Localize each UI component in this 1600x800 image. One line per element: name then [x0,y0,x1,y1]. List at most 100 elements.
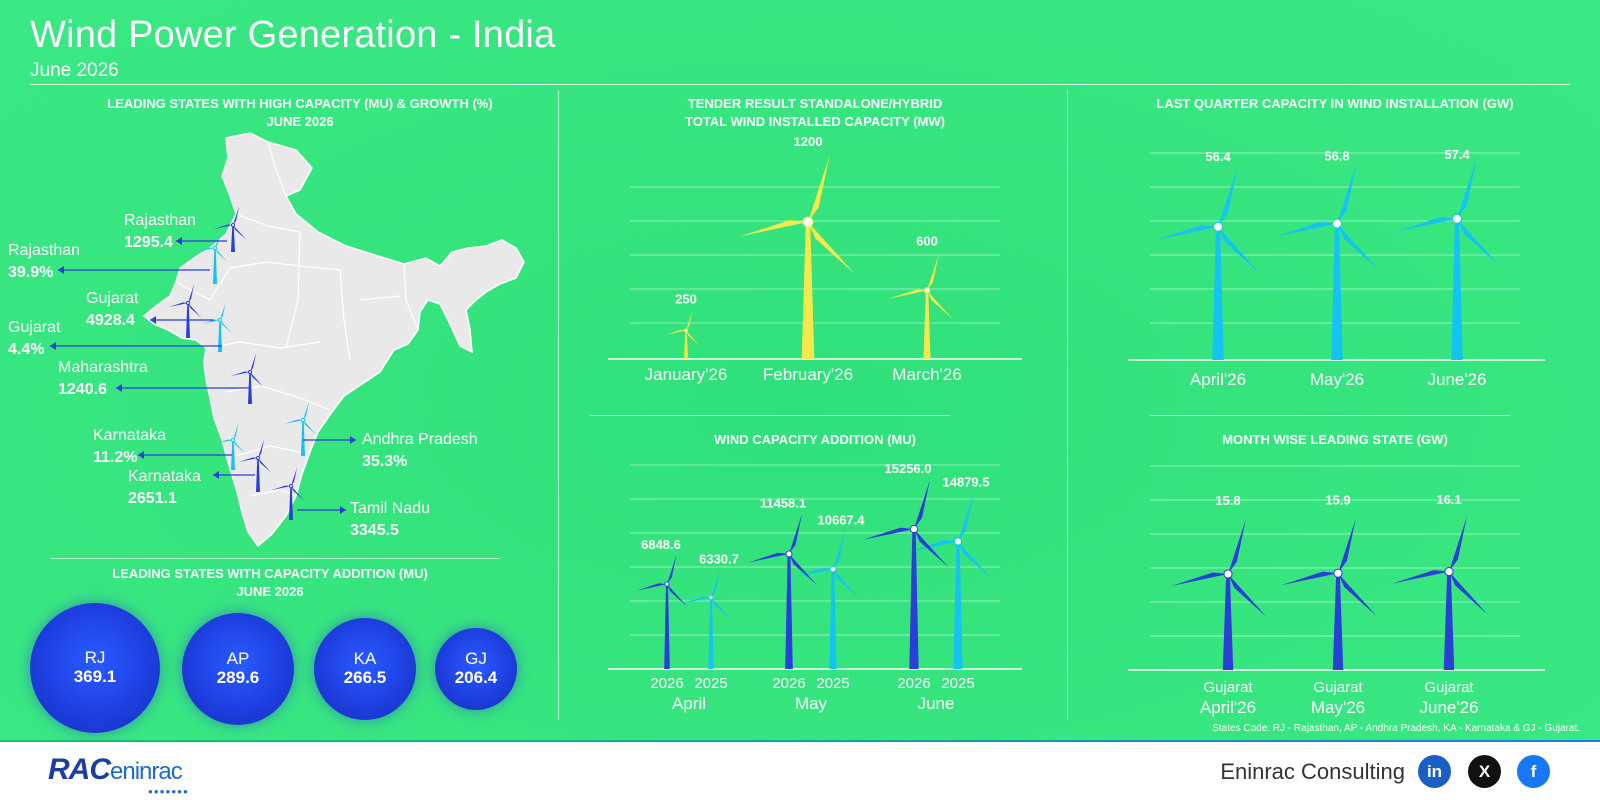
bubble-code: AP [226,649,250,668]
turbine-blade [258,458,272,473]
bubble-code: GJ [465,649,487,668]
capacity-state-name: Maharashtra [58,359,148,376]
infographic-canvas: Wind Power Generation - India June 2026 … [0,0,1600,742]
logo-main-text: RAC [48,753,111,786]
turbine-blade [1449,516,1467,572]
turbine-blade [233,422,239,440]
turbine-blade [1337,223,1380,272]
turbine-hub [289,484,293,488]
turbine-hub [953,537,963,546]
addition-turbine-2026 [863,479,949,669]
leading-state-value-label: 15.8 [1215,493,1240,508]
bubble-value: 206.4 [454,668,498,687]
tender-value-label: 250 [675,292,697,307]
state-border [235,213,301,233]
turbine-blade [291,486,305,501]
turbine-blade [667,554,677,585]
addition-value-2025: 14879.5 [943,474,990,489]
turbine-hub [1333,568,1343,578]
quarter-turbine [1274,162,1380,360]
turbine-blade [250,372,264,387]
page-title: Wind Power Generation - India [30,14,556,56]
turbine-blade [258,438,265,458]
turbine-blade [1218,226,1261,275]
bubble-value: 369.1 [73,667,117,686]
turbine-tower [708,597,714,669]
turbine-tower [909,529,919,669]
footer-bar [0,742,1600,800]
turbine-blade [636,583,667,591]
bubble-value: 266.5 [343,668,387,687]
leading-state-name: Gujarat [1203,679,1253,696]
tender-category-label: January'26 [645,365,728,384]
turbine-blade [188,283,195,303]
turbine-hub [1213,221,1223,232]
leading-state-chart-title: MONTH WISE LEADING STATE (GW) [1222,432,1448,447]
column-divider-left [558,90,559,720]
turbine-blade [789,553,818,586]
turbine-blade [789,513,803,554]
leading-state-name: Gujarat [1313,679,1363,696]
bubble-rj: RJ 369.1 [30,603,160,733]
turbine-blade [283,419,303,425]
tender-title-line1: TENDER RESULT STANDALONE/HYBRID [687,96,943,111]
turbine-blade [1457,157,1477,219]
turbine-blade [1155,225,1218,241]
quarter-category-label: May'26 [1310,370,1364,389]
turbine-blade [958,541,993,580]
capacity-state-name: Tamil Nadu [350,500,430,517]
turbine-hub [218,318,222,322]
logo-dots: ●●●●●●● [148,787,189,796]
turbine-blade [914,479,931,529]
right-section-divider [1150,415,1510,416]
leading-state-category: May'26 [1311,698,1365,717]
turbine-tower [231,225,235,252]
capacity-state-name: Rajasthan [124,212,196,229]
x-icon[interactable]: X [1468,755,1501,788]
turbine-blade [1337,162,1357,224]
annotation-arrow [58,266,64,274]
turbine-blade [908,540,958,553]
map-turbine-karnataka [238,438,272,492]
tender-value-label: 600 [916,234,938,249]
turbine-blade [215,248,228,262]
state-border [285,231,301,349]
quarter-category-label: April'26 [1190,370,1246,389]
turbine-tower [301,420,305,456]
growth-state-value: 4.4% [8,341,44,358]
map-turbine-karnataka-growth [215,422,246,470]
turbine-blade [220,320,233,334]
turbine-blade [927,253,940,291]
turbine-tower [231,440,235,470]
turbine-blade [303,400,310,420]
charts-svg: 250 January'26 1200 February'26 600 March'26 5… [8,133,1500,717]
middle-section-divider [590,415,950,416]
turbine-blade [686,330,700,347]
turbine-blade [863,527,914,540]
turbine-hub [1332,218,1342,229]
addition-chart-title: WIND CAPACITY ADDITION (MU) [714,432,916,447]
turbine-tower [1331,223,1343,360]
turbine-blade [793,568,833,578]
addition-category-label: May [795,694,828,713]
quarter-value-label: 56.4 [1205,149,1231,164]
tender-turbine [888,253,954,359]
map-title-line2: JUNE 2026 [266,114,334,129]
leading-state-category: June'26 [1419,698,1478,717]
addition-turbine-2026 [636,554,688,669]
annotation-arrow [150,316,156,324]
turbine-blade [686,310,693,331]
bubble-ka: KA 266.5 [314,618,416,720]
turbine-blade [188,303,202,318]
linkedin-icon[interactable]: in [1418,755,1451,788]
tender-chart-title: TENDER RESULT STANDALONE/HYBRID TOTAL WI… [600,95,1030,131]
turbine-hub [829,565,837,573]
column-divider-right [1067,90,1068,720]
addition-turbine-2026 [747,513,818,669]
map-turbine-tamilnadu [271,466,305,520]
series-label-2026: 2026 [897,675,930,692]
turbine-hub [231,223,235,227]
leading-state-turbine [1281,518,1377,670]
bubble-code: RJ [84,648,106,667]
facebook-icon[interactable]: f [1517,755,1550,788]
